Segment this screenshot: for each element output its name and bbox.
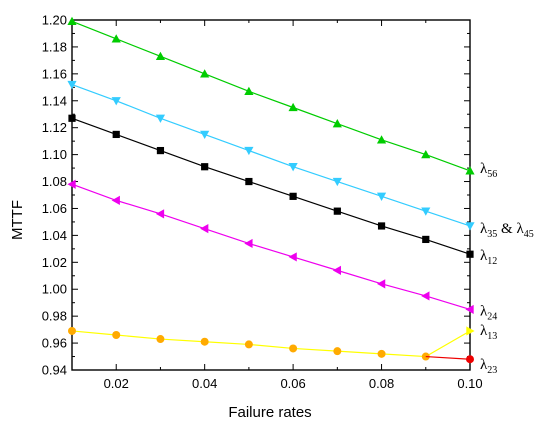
data-point [421,207,431,216]
data-point [68,326,76,335]
series-4 [68,326,475,361]
y-tick-label: 1.04 [42,228,67,243]
data-point [288,252,297,262]
data-point [245,177,253,186]
data-point [200,69,210,78]
data-point [421,291,430,301]
data-point [421,150,431,159]
data-point [376,279,386,289]
data-point [244,86,254,96]
data-point [377,222,386,230]
data-point [244,238,253,249]
y-tick-label: 1.00 [42,282,67,297]
x-axis-ticks: 0.02 0.04 0.06 0.08 0.10 [71,20,483,391]
series-3 [67,179,474,315]
data-point [155,51,166,61]
series-2 [68,114,474,258]
series-line [425,355,471,360]
data-point [155,209,165,219]
data-point [67,179,76,189]
series-0 [67,16,475,175]
series-line [71,84,471,227]
data-point [377,349,386,358]
y-tick-label: 1.20 [42,13,67,28]
series-label: λ56 [480,161,497,180]
series-line [71,117,471,255]
x-tick-label: 0.10 [457,376,482,391]
y-tick-label: 0.94 [42,363,67,378]
y-axis-ticks: 0.94 0.96 0.98 1.00 1.02 1.04 1.06 1.08 1.10 1.12… [42,13,470,378]
y-tick-label: 1.14 [42,93,67,108]
data-point [288,163,298,172]
y-tick-label: 0.98 [42,309,67,324]
series-label: λ35 & λ45 [480,221,534,240]
data-point [289,344,298,353]
data-point [289,192,297,200]
series-line [71,20,471,172]
data-point [200,130,210,140]
y-tick-label: 1.06 [42,201,67,216]
data-point [465,222,475,231]
data-point [333,207,341,215]
y-tick-label: 1.12 [42,120,67,135]
data-point [332,265,342,275]
data-point [332,119,342,128]
data-point [244,146,254,156]
x-tick-label: 0.06 [280,376,305,391]
y-tick-label: 1.16 [42,66,67,81]
series-line [71,183,471,310]
series-layer [67,16,475,364]
data-point [376,192,387,201]
y-tick-label: 1.08 [42,174,67,189]
data-point [333,347,342,356]
data-point [67,80,77,90]
data-point [111,97,121,106]
y-axis-title: MTTF [9,200,26,240]
series-5 [425,355,474,364]
data-point [466,250,474,258]
x-tick-label: 0.08 [369,376,394,391]
y-tick-label: 1.18 [42,39,67,54]
data-point [200,224,209,234]
x-tick-label: 0.04 [192,376,217,391]
data-point [466,355,474,364]
series-label: λ12 [480,248,497,267]
data-point [376,135,387,144]
x-axis-title: Failure rates [228,404,311,421]
series-1 [67,80,475,231]
data-point [422,235,430,244]
data-point [244,340,253,349]
data-point [465,304,474,315]
data-point [156,335,165,344]
data-point [466,326,475,336]
plot-area [71,19,471,371]
series-label: λ23 [480,357,497,376]
plot-frame [71,19,471,371]
series-label: λ24 [480,303,497,322]
data-point [67,16,77,26]
data-point [111,34,121,43]
y-tick-label: 1.10 [42,147,67,162]
data-point [200,337,209,346]
data-point [156,146,165,155]
data-point [201,163,209,171]
data-point [68,114,76,122]
series-label: λ13 [480,323,497,342]
data-point [288,102,298,112]
data-point [111,195,120,205]
series-line [71,330,471,358]
data-point [332,177,342,187]
data-point [155,114,166,123]
data-point [112,130,120,139]
data-point [465,166,475,175]
y-tick-label: 0.96 [42,336,67,351]
x-tick-label: 0.02 [104,376,129,391]
data-point [112,331,121,339]
y-tick-label: 1.02 [42,255,67,270]
